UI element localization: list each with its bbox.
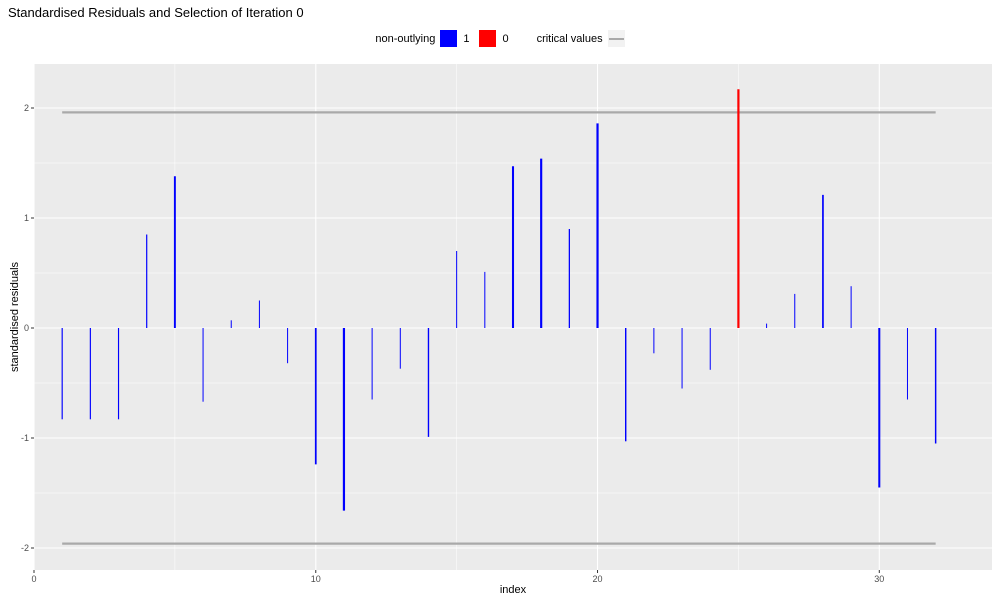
x-tick-label: 20 (593, 574, 603, 584)
legend-non-outlying: non-outlying 1 0 (375, 30, 518, 47)
y-tick-label: -2 (21, 543, 29, 553)
legend-label-1: 1 (463, 32, 470, 45)
x-axis-title: index (500, 584, 527, 596)
x-tick-label: 0 (31, 574, 36, 584)
y-tick-label: 0 (24, 323, 29, 333)
y-tick-label: 1 (24, 213, 29, 223)
legend-title: non-outlying (375, 32, 436, 45)
legend: non-outlying 1 0 critical values (0, 30, 1000, 47)
axis-ticks: 0 10 20 30 -2 -1 0 1 2 (21, 103, 884, 584)
legend-key-1 (440, 30, 458, 47)
critical-lines (62, 111, 936, 545)
x-tick-label: 30 (874, 574, 884, 584)
residual-bars (61, 89, 937, 511)
y-axis-title: standardised residuals (9, 261, 21, 372)
chart-title: Standardised Residuals and Selection of … (8, 5, 304, 20)
y-tick-label: -1 (21, 433, 29, 443)
legend-critical-label: critical values (536, 32, 603, 45)
x-tick-label: 10 (311, 574, 321, 584)
legend-key-0 (479, 30, 497, 47)
y-tick-label: 2 (24, 103, 29, 113)
legend-critical-key (607, 30, 625, 47)
legend-label-0: 0 (502, 32, 509, 45)
legend-critical-values: critical values (537, 30, 625, 47)
